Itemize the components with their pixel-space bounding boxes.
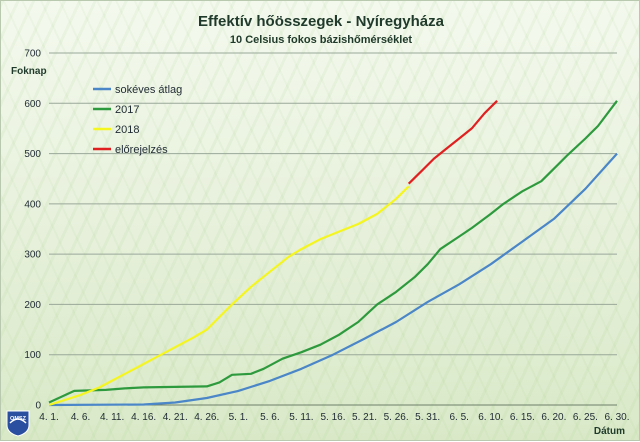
series-line	[48, 185, 410, 407]
legend-label: 2018	[115, 124, 139, 136]
x-tick-label: 5. 26.	[384, 412, 409, 423]
x-axis-label: Dátum	[593, 426, 625, 437]
x-tick-label: 4. 26.	[194, 412, 219, 423]
y-tick-label: 200	[24, 300, 41, 311]
chart-subtitle: 10 Celsius fokos bázishőmérséklet	[229, 34, 413, 46]
x-tick-label: 5. 16.	[320, 412, 345, 423]
x-tick-label: 4. 6.	[71, 412, 90, 423]
x-tick-label: 5. 6.	[260, 412, 279, 423]
x-tick-label: 4. 11.	[100, 412, 124, 423]
x-tick-label: 4. 1.	[39, 412, 58, 423]
y-tick-label: 600	[24, 99, 41, 110]
chart-title: Effektív hőösszegek - Nyíregyháza	[198, 13, 444, 30]
x-tick-label: 4. 16.	[131, 412, 156, 423]
legend-label: előrejelzés	[115, 144, 168, 156]
y-tick-label: 700	[24, 49, 41, 60]
legend-label: sokéves átlag	[115, 84, 182, 96]
y-tick-label: 300	[24, 250, 41, 261]
y-axis-label: Foknap	[11, 66, 47, 77]
legend-label: 2017	[115, 104, 139, 116]
x-tick-label: 5. 11.	[289, 412, 313, 423]
x-tick-label: 6. 30.	[604, 412, 629, 423]
x-tick-label: 5. 1.	[229, 412, 248, 423]
y-tick-label: 400	[24, 199, 41, 210]
series-line	[407, 100, 498, 185]
x-tick-label: 6. 15.	[510, 412, 535, 423]
x-tick-label: 6. 10.	[478, 412, 503, 423]
x-tick-label: 5. 31.	[415, 412, 440, 423]
omsz-logo-icon: OMSZ	[5, 409, 31, 437]
y-tick-label: 0	[35, 401, 41, 412]
x-tick-label: 5. 21.	[352, 412, 377, 423]
x-tick-label: 4. 21.	[163, 412, 188, 423]
x-tick-label: 6. 25.	[573, 412, 598, 423]
series-line	[48, 100, 618, 404]
y-tick-label: 500	[24, 149, 41, 160]
x-tick-label: 6. 20.	[541, 412, 566, 423]
y-tick-label: 100	[24, 350, 41, 361]
x-tick-label: 6. 5.	[449, 412, 468, 423]
series-line	[48, 152, 618, 407]
logo-text: OMSZ	[10, 416, 27, 422]
